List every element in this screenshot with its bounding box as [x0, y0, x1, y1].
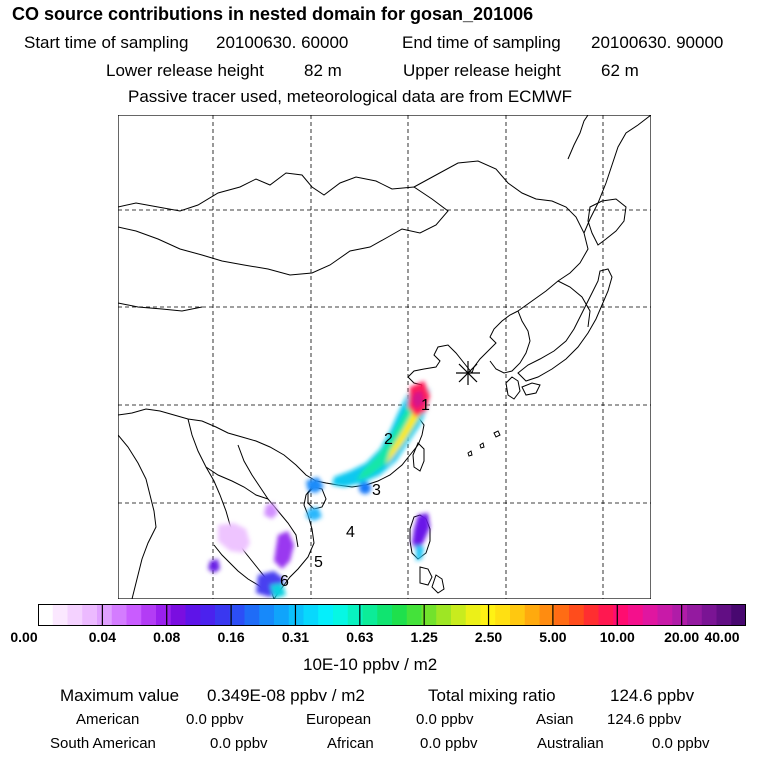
colorbar-cell: [97, 604, 113, 626]
colorbar-cell: [406, 604, 423, 626]
tracer-note: Passive tracer used, meteorological data…: [128, 87, 573, 106]
max-value: 0.349E-08 ppbv / m2: [207, 686, 365, 705]
colorbar-cell: [392, 604, 408, 626]
colorbar-cell: [510, 604, 526, 626]
colorbar-cell: [347, 604, 364, 626]
start-time-value: 20100630. 60000: [216, 33, 349, 52]
contribution-value-african: 0.0 ppbv: [420, 735, 478, 752]
region-label-3: 3: [372, 482, 381, 499]
lower-release-value: 82 m: [304, 61, 342, 80]
colorbar-cell: [524, 604, 541, 626]
total-mixing-value: 124.6 ppbv: [610, 686, 695, 705]
colorbar-cell: [421, 604, 437, 626]
upper-release-label: Upper release height: [403, 61, 561, 80]
plot-title: CO source contributions in nested domain…: [12, 4, 534, 24]
colorbar-cell: [126, 604, 142, 626]
contribution-value-american: 0.0 ppbv: [186, 711, 244, 728]
contribution-label-european: European: [306, 711, 372, 728]
end-time-value: 20100630. 90000: [591, 33, 724, 52]
colorbar-tick-label: 40.00: [704, 629, 740, 645]
colorbar-cell: [38, 604, 54, 626]
colorbar-cell: [377, 604, 393, 626]
colorbar-cell: [288, 604, 305, 626]
region-label-5: 5: [314, 554, 323, 571]
colorbar-tick-label: 0.31: [281, 629, 310, 645]
colorbar-tick-label: 5.00: [539, 629, 567, 645]
max-value-label: Maximum value: [60, 686, 180, 705]
colorbar-tick-label: 10.00: [599, 629, 635, 645]
colorbar-tick-label: 1.25: [410, 629, 438, 645]
contribution-label-african: African: [327, 735, 374, 752]
colorbar-cell: [672, 604, 688, 626]
colorbar-cell: [82, 604, 98, 626]
lower-release-label: Lower release height: [106, 61, 264, 80]
colorbar-cell: [583, 604, 600, 626]
contribution-label-american: American: [76, 711, 140, 728]
region-label-6: 6: [280, 573, 289, 590]
colorbar-tick-label: 2.50: [474, 629, 503, 645]
colorbar-cell: [539, 604, 555, 626]
upper-release-value: 62 m: [601, 61, 639, 80]
colorbar-cell: [554, 604, 570, 626]
colorbar-cell: [333, 604, 349, 626]
contribution-value-european: 0.0 ppbv: [416, 711, 474, 728]
region-label-1: 1: [421, 397, 430, 414]
colorbar-cell: [274, 604, 290, 626]
colorbar-cell: [451, 604, 467, 626]
colorbar-cell: [52, 604, 69, 626]
map-frame: [118, 115, 651, 599]
colorbar-cell: [185, 604, 201, 626]
colorbar-cell: [170, 604, 187, 626]
colorbar-cell: [141, 604, 157, 626]
contribution-label-australian: Australian: [537, 735, 604, 752]
colorbar-cell: [569, 604, 585, 626]
colorbar-cell: [598, 604, 614, 626]
region-label-4: 4: [346, 524, 355, 541]
colorbar-tick-label: 0.63: [346, 629, 374, 645]
colorbar: [38, 604, 746, 626]
end-time-label: End time of sampling: [402, 33, 561, 52]
colorbar-cell: [687, 604, 703, 626]
colorbar-cell: [436, 604, 452, 626]
contribution-label-south-american: South American: [50, 735, 156, 752]
colorbar-unit: 10E-10 ppbv / m2: [303, 655, 438, 674]
contribution-value-asian: 124.6 ppbv: [607, 711, 682, 728]
colorbar-cell: [362, 604, 378, 626]
map-panel: 1 2 3 4 5 6: [118, 115, 651, 599]
colorbar-cell: [67, 604, 83, 626]
colorbar-cell: [731, 604, 746, 626]
colorbar-cell: [701, 604, 718, 626]
region-label-2: 2: [384, 431, 393, 448]
colorbar-cell: [215, 604, 231, 626]
colorbar-cell: [303, 604, 319, 626]
concentration-plume: [208, 381, 430, 599]
colorbar-cell: [642, 604, 659, 626]
colorbar-cell: [613, 604, 629, 626]
colorbar-cell: [111, 604, 128, 626]
colorbar-tick-label: 0.16: [217, 629, 245, 645]
colorbar-cell: [628, 604, 644, 626]
contribution-label-asian: Asian: [536, 711, 574, 728]
colorbar-cell: [318, 604, 334, 626]
receptor-asterisk-marker: [456, 361, 480, 385]
colorbar-cell: [465, 604, 482, 626]
total-mixing-label: Total mixing ratio: [428, 686, 556, 705]
colorbar-cell: [657, 604, 673, 626]
colorbar-cell: [716, 604, 732, 626]
start-time-label: Start time of sampling: [24, 33, 189, 52]
colorbar-tick-label: 0.04: [88, 629, 116, 645]
colorbar-cell: [244, 604, 260, 626]
colorbar-cell: [200, 604, 216, 626]
contribution-value-australian: 0.0 ppbv: [652, 735, 710, 752]
colorbar-tick-label: 0.08: [153, 629, 181, 645]
colorbar-cell: [156, 604, 172, 626]
colorbar-cell: [229, 604, 246, 626]
colorbar-tick-label: 20.00: [664, 629, 700, 645]
colorbar-cell: [259, 604, 275, 626]
contribution-value-south-american: 0.0 ppbv: [210, 735, 268, 752]
colorbar-cell: [495, 604, 511, 626]
colorbar-tick-label: 0.00: [10, 629, 38, 645]
